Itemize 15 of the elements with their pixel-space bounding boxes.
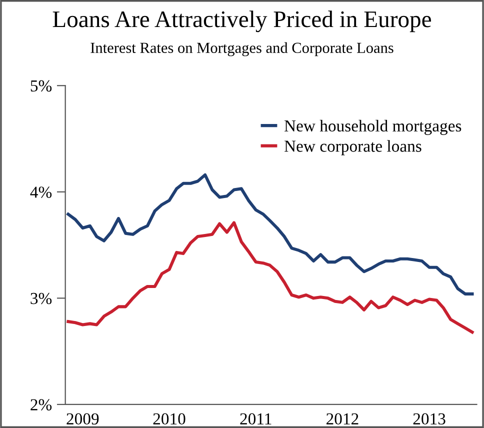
y-tick-label: 3% xyxy=(30,292,52,304)
y-tick-label: 2% xyxy=(30,399,52,410)
x-tick-label: 2011 xyxy=(240,413,272,425)
line-series xyxy=(66,173,474,296)
legend-label: New household mortgages xyxy=(284,120,462,135)
line-series xyxy=(66,221,474,334)
x-tick-label: 2012 xyxy=(326,413,358,425)
y-tick-label: 5% xyxy=(30,80,52,92)
x-tick-label: 2010 xyxy=(153,413,186,425)
legend-label: New corporate loans xyxy=(284,140,422,156)
y-tick-label: 4% xyxy=(30,186,52,198)
x-tick-label: 2009 xyxy=(66,413,99,425)
x-tick-label: 2013 xyxy=(413,413,446,425)
chart-subtitle: Interest Rates on Mortgages and Corporate Loans xyxy=(90,42,394,56)
chart-title: Loans Are Attractively Priced in Europe xyxy=(52,10,431,32)
